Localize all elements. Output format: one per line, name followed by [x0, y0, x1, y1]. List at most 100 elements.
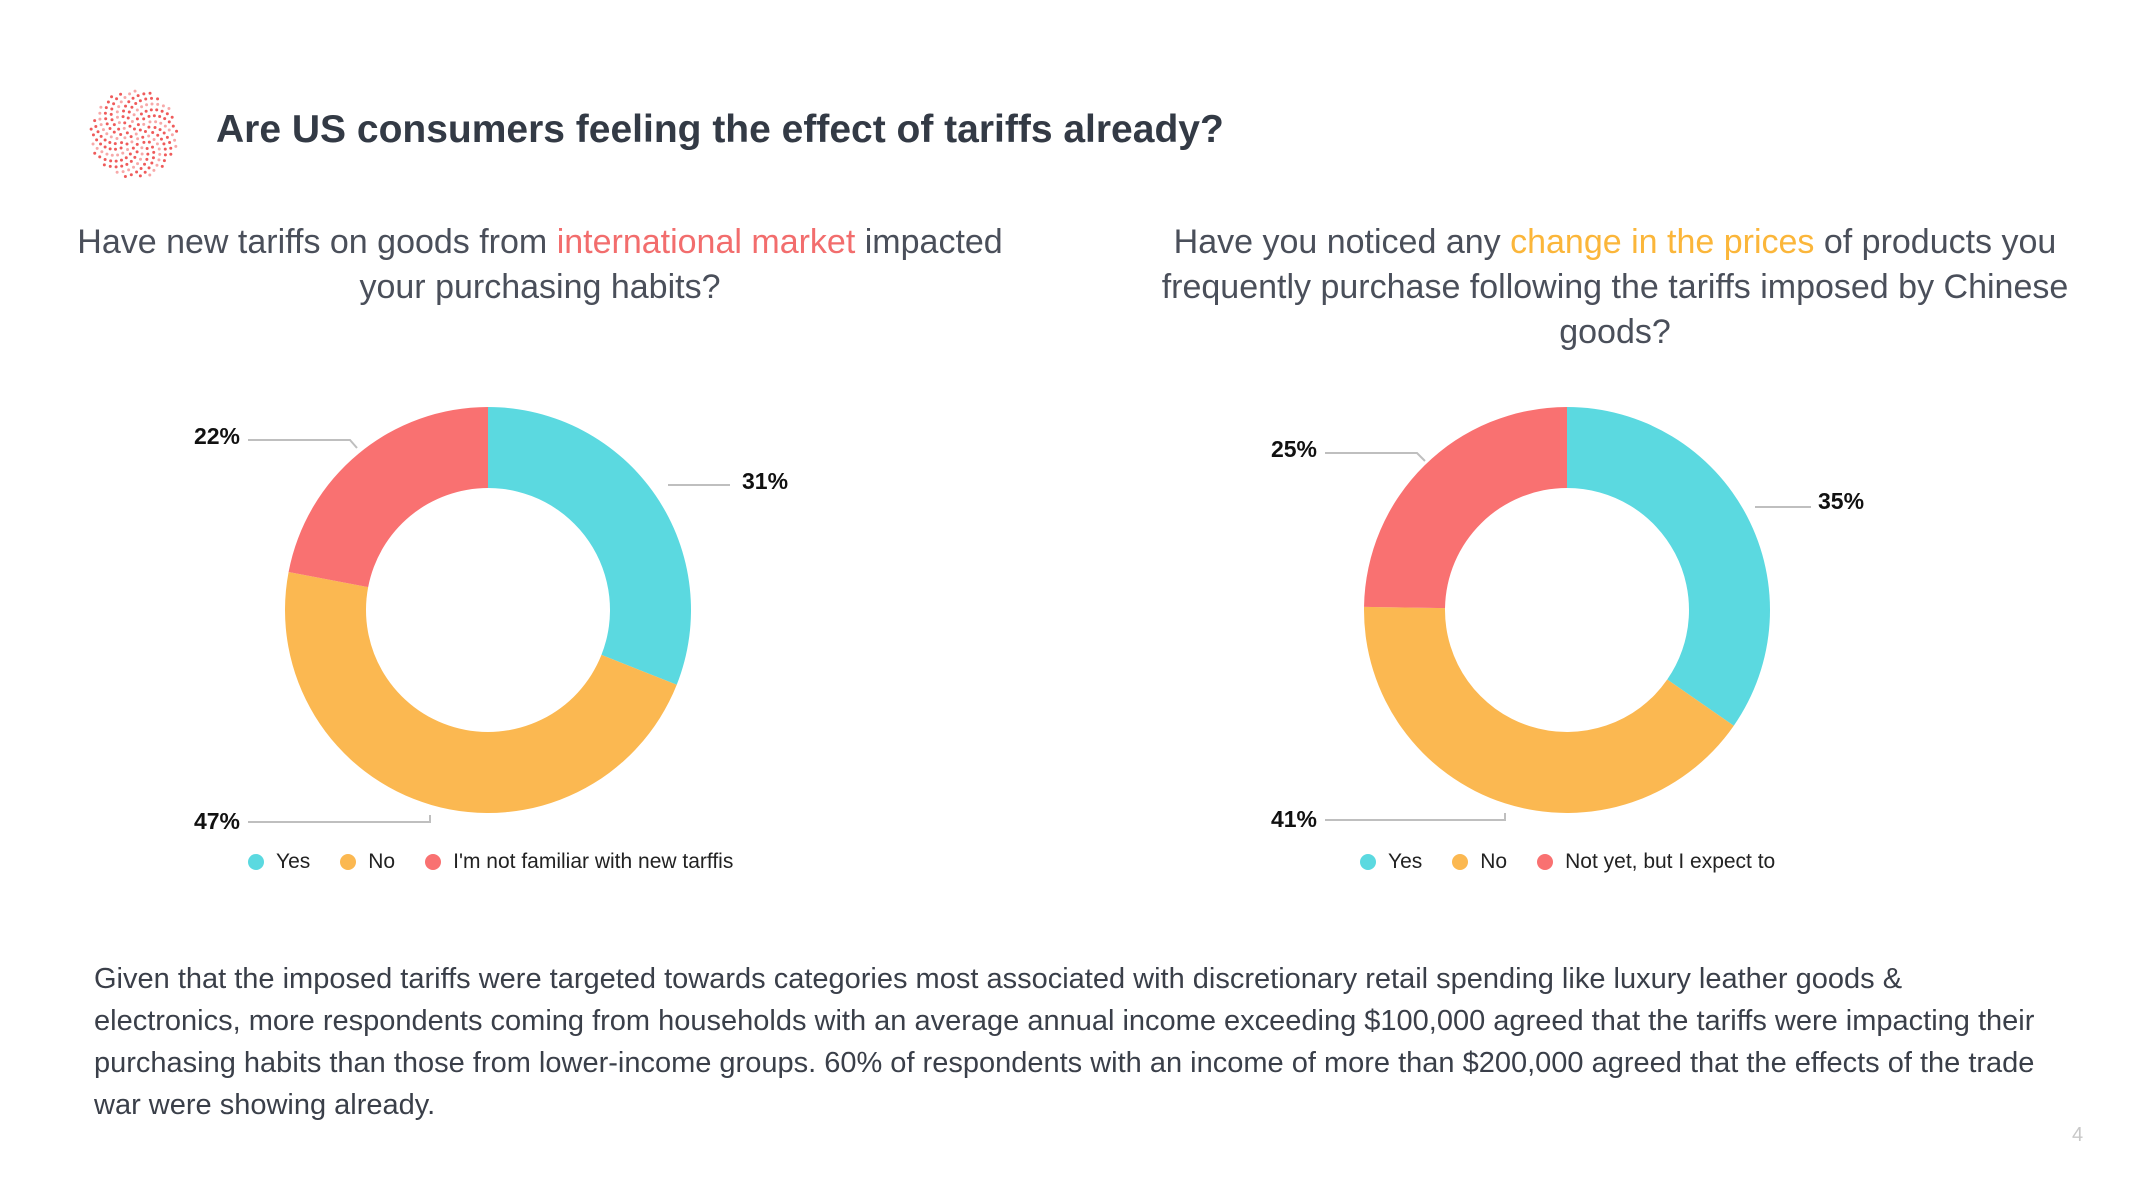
logo-dot [100, 150, 104, 154]
logo-dot [160, 164, 164, 168]
logo-dot [146, 152, 150, 156]
logo-dot [139, 157, 143, 161]
logo-dot [171, 124, 175, 128]
logo-dot [156, 133, 160, 137]
logo-dot [95, 138, 99, 142]
logo-dot [110, 153, 114, 157]
question-1-pre: Have new tariffs on goods from [77, 223, 557, 261]
logo-dot [103, 111, 107, 115]
logo-dot [157, 158, 161, 162]
logo-dot [136, 94, 140, 98]
logo-dot [102, 163, 106, 167]
logo-dot [121, 151, 125, 155]
legend-dot-yes [248, 854, 264, 870]
logo-dot [155, 142, 159, 146]
logo-dot [129, 173, 133, 177]
logo-dot [170, 133, 174, 137]
data-label: 41% [1271, 806, 1317, 832]
logo-dot [160, 109, 164, 113]
logo-dot [138, 174, 142, 178]
logo-dot [150, 145, 154, 149]
logo-dot [139, 112, 143, 116]
question-1-highlight: international market [556, 223, 856, 261]
donut-slice-no [1364, 606, 1734, 813]
logo-dot [128, 92, 132, 96]
logo-dot [135, 108, 139, 112]
logo-dot [93, 151, 97, 155]
logo-dot [105, 132, 109, 136]
logo-dot [125, 131, 129, 135]
logo-dot [112, 123, 116, 127]
body-paragraph: Given that the imposed tariffs were targ… [94, 963, 2035, 1121]
logo-dot [108, 141, 112, 145]
logo-dot [127, 110, 131, 114]
logo-dot [115, 136, 119, 140]
logo-dot [103, 138, 107, 142]
logo-dot [108, 147, 112, 151]
logo-dot [155, 108, 159, 112]
legend-label: No [1480, 850, 1508, 873]
question-2: Have you noticed any change in the price… [1150, 220, 2080, 355]
logo-dot [143, 170, 147, 174]
logo-dot [159, 121, 163, 125]
logo-dot [155, 163, 159, 167]
logo-dot [109, 112, 113, 116]
logo-dot [93, 119, 97, 123]
logo-dot [124, 104, 128, 108]
logo-dot [115, 115, 119, 119]
logo-dot [135, 142, 139, 146]
logo-dot [116, 153, 120, 157]
logo-dot [104, 106, 108, 110]
logo-dot [89, 127, 93, 131]
logo-dot [140, 146, 144, 150]
question-2-post: of products you frequently purchase foll… [1161, 223, 2069, 351]
logo-dot [110, 118, 114, 122]
logo-dot [173, 138, 177, 142]
legend-label: I'm not familiar with new tarffis [453, 850, 734, 873]
logo-dots-icon [89, 89, 179, 178]
logo-dot [158, 128, 162, 132]
legend-chart-2: Yes No Not yet, but I expect to [1360, 850, 1805, 874]
logo-dot [163, 153, 167, 157]
logo-dot [126, 147, 130, 151]
logo-dot [167, 128, 171, 132]
logo-dot [147, 166, 151, 170]
logo-dot [109, 135, 113, 139]
logo-dot [175, 129, 179, 133]
logo-dot [130, 105, 134, 109]
logo-dot [105, 122, 109, 126]
legend-dot-not-yet [1537, 854, 1554, 870]
logo-dot [122, 126, 126, 130]
legend-label: Yes [276, 850, 311, 873]
logo-dot [94, 124, 98, 128]
legend-dot-no [340, 854, 357, 870]
logo-dot [148, 91, 152, 95]
donut-slice-no [285, 571, 677, 813]
donut-slice-yes [488, 407, 691, 685]
logo-dot [99, 123, 103, 127]
logo-dot [148, 173, 152, 177]
logo-dot [129, 135, 133, 139]
logo-dot [167, 120, 171, 124]
question-2-highlight: change in the prices [1510, 223, 1815, 261]
legend-item-yes: Yes [248, 850, 310, 874]
logo-dot [123, 174, 127, 178]
logo-dot [112, 102, 116, 106]
logo-dot [127, 100, 131, 104]
logo-dot [123, 121, 127, 125]
logo-dot [163, 124, 167, 128]
logo-dot [113, 142, 117, 146]
logo-dot [140, 105, 144, 109]
logo-dot [110, 95, 114, 99]
legend-chart-1: Yes No I'm not familiar with new tarffis [248, 850, 763, 874]
legend-item-yes: Yes [1360, 850, 1422, 874]
legend-item-not-familiar: I'm not familiar with new tarffis [425, 850, 733, 874]
logo-dot [131, 146, 135, 150]
data-label: 25% [1271, 436, 1317, 462]
logo-dot [142, 140, 146, 144]
logo-dot [91, 142, 95, 146]
logo-dot [123, 96, 127, 100]
legend-label: No [368, 850, 396, 873]
logo-dot [138, 99, 142, 103]
legend-label: Yes [1388, 850, 1423, 873]
